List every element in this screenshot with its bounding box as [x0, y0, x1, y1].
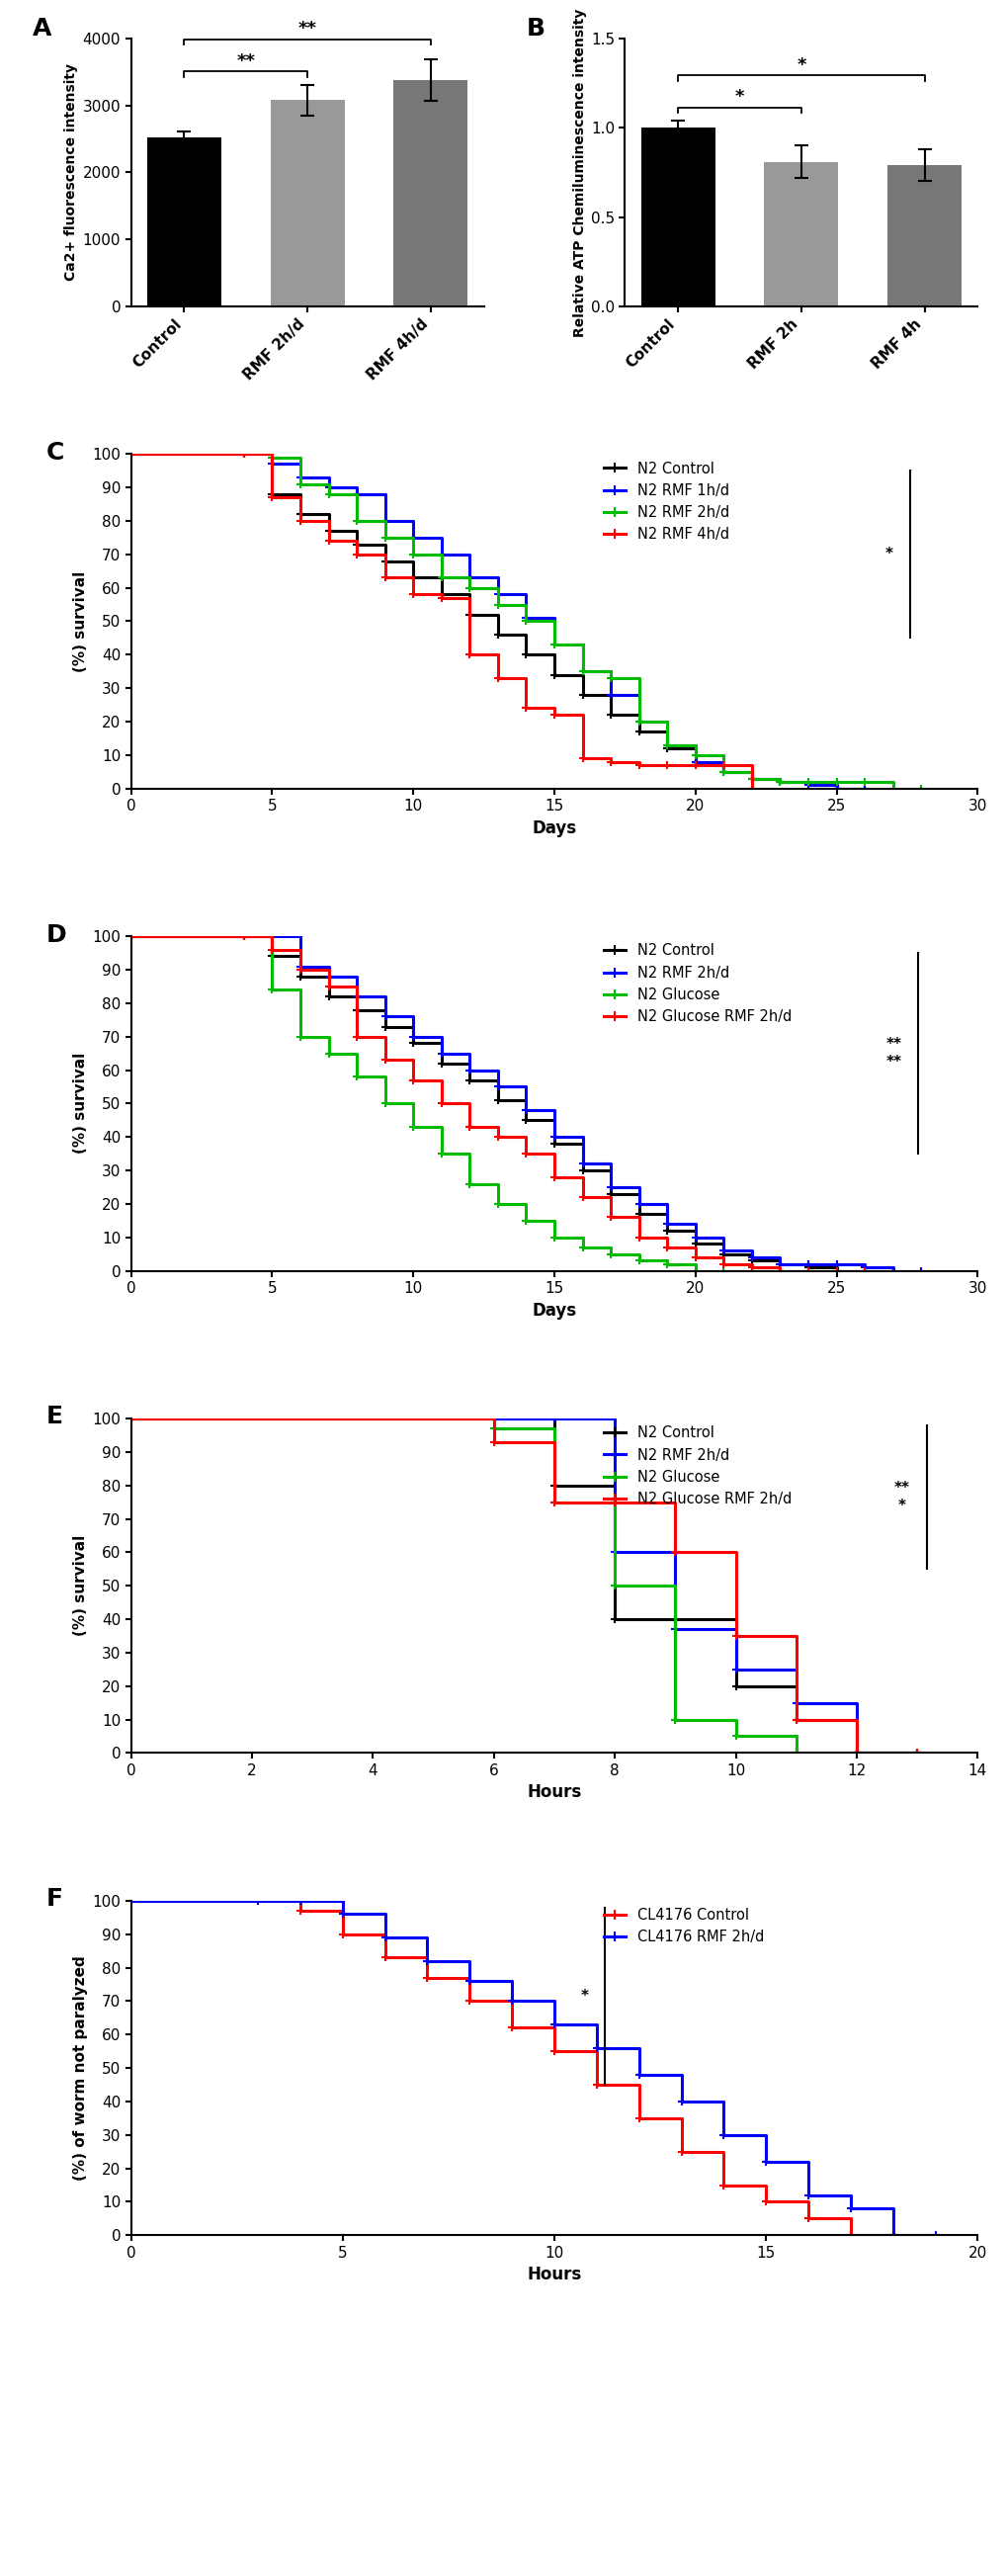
- Y-axis label: Relative ATP Chemiluminescence intensity: Relative ATP Chemiluminescence intensity: [572, 8, 586, 337]
- Legend: N2 Control, N2 RMF 1h/d, N2 RMF 2h/d, N2 RMF 4h/d: N2 Control, N2 RMF 1h/d, N2 RMF 2h/d, N2…: [603, 461, 728, 541]
- Legend: N2 Control, N2 RMF 2h/d, N2 Glucose, N2 Glucose RMF 2h/d: N2 Control, N2 RMF 2h/d, N2 Glucose, N2 …: [603, 943, 790, 1025]
- Bar: [270, 100, 344, 307]
- Text: F: F: [46, 1888, 63, 1911]
- Bar: [887, 165, 961, 307]
- Bar: [147, 137, 221, 307]
- Text: *: *: [580, 1989, 588, 2004]
- Text: B: B: [526, 18, 545, 41]
- Y-axis label: (%) survival: (%) survival: [74, 572, 88, 672]
- Text: A: A: [32, 18, 51, 41]
- Text: *: *: [884, 546, 892, 562]
- Text: *: *: [796, 57, 806, 75]
- Legend: CL4176 Control, CL4176 RMF 2h/d: CL4176 Control, CL4176 RMF 2h/d: [603, 1909, 763, 1945]
- Legend: N2 Control, N2 RMF 2h/d, N2 Glucose, N2 Glucose RMF 2h/d: N2 Control, N2 RMF 2h/d, N2 Glucose, N2 …: [603, 1425, 790, 1507]
- Text: **: **: [236, 52, 255, 70]
- X-axis label: Days: Days: [532, 1301, 576, 1319]
- Text: E: E: [46, 1404, 63, 1430]
- Y-axis label: (%) of worm not paralyzed: (%) of worm not paralyzed: [74, 1955, 88, 2179]
- X-axis label: Hours: Hours: [527, 1783, 581, 1801]
- X-axis label: Days: Days: [532, 819, 576, 837]
- Text: D: D: [46, 922, 66, 945]
- Y-axis label: (%) survival: (%) survival: [74, 1535, 88, 1636]
- X-axis label: Hours: Hours: [527, 2267, 581, 2285]
- Bar: [640, 129, 714, 307]
- Text: C: C: [46, 440, 64, 464]
- Y-axis label: Ca2+ fluorescence intensity: Ca2+ fluorescence intensity: [64, 64, 79, 281]
- Text: *: *: [734, 88, 743, 106]
- Text: **: **: [298, 21, 316, 39]
- Text: **
*: ** *: [893, 1481, 909, 1512]
- Bar: [763, 162, 838, 307]
- Bar: [394, 80, 467, 307]
- Text: **
**: ** **: [885, 1038, 900, 1069]
- Y-axis label: (%) survival: (%) survival: [74, 1054, 88, 1154]
